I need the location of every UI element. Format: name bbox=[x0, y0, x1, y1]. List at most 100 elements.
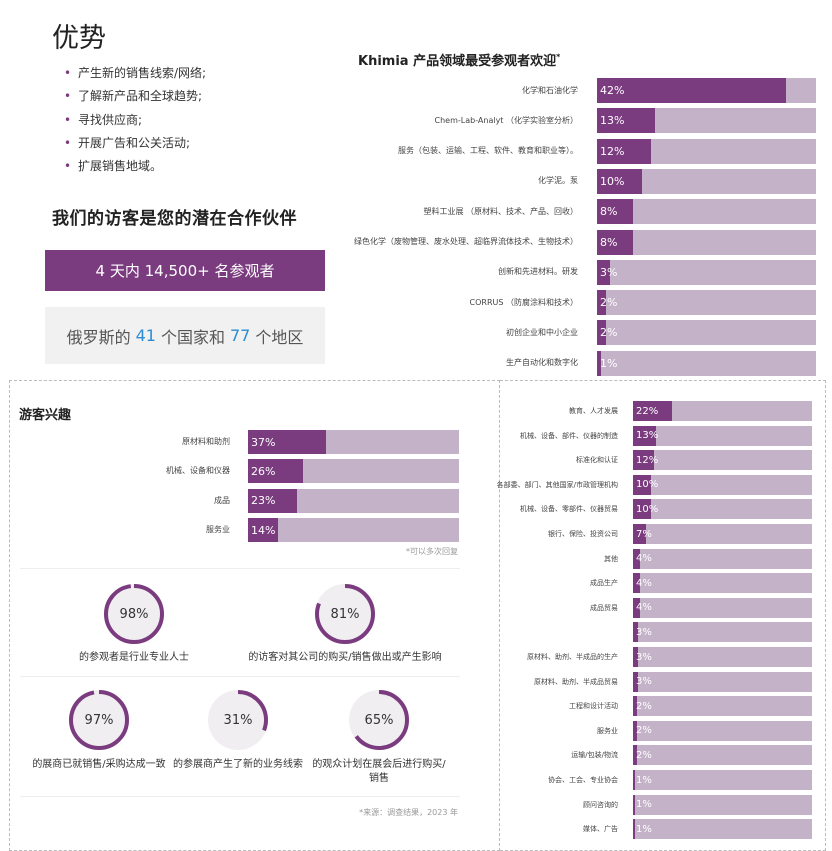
bar-label: 其他 bbox=[604, 554, 618, 563]
countries-number: 41 bbox=[135, 326, 156, 345]
bar-label: 成品生产 bbox=[590, 579, 618, 588]
bar-label: 创新和先进材料。研发 bbox=[498, 267, 578, 277]
bar bbox=[597, 320, 606, 346]
bar-label: 协会、工会、专业协会 bbox=[548, 776, 618, 784]
bar bbox=[597, 290, 606, 316]
bar-track: 3% bbox=[633, 647, 812, 667]
bar-value-label: 2% bbox=[636, 749, 652, 761]
bar-label: 运输/包装/物流 bbox=[571, 751, 618, 760]
bar-track: 12% bbox=[633, 450, 812, 471]
bar-value-label: 7% bbox=[636, 528, 652, 540]
bar bbox=[248, 459, 303, 484]
regions-number: 77 bbox=[230, 326, 251, 345]
bar bbox=[633, 622, 639, 643]
bar bbox=[633, 720, 637, 741]
source-note: *来源：调查结果，2023 年 bbox=[359, 808, 458, 817]
bar-track: 42% bbox=[597, 78, 816, 103]
bar-label: 绿色化学（废物管理、废水处理、超临界流体技术、生物技术） bbox=[354, 237, 578, 246]
bar-value-label: 42% bbox=[600, 84, 625, 97]
donut-background bbox=[315, 584, 375, 644]
bar-label: 机械、设备、零部件、仪器贸易 bbox=[520, 505, 618, 514]
bar-label bbox=[480, 622, 618, 642]
bar-track: 1% bbox=[633, 794, 812, 815]
bar-label: 原材料和助剂 bbox=[182, 437, 230, 446]
bar bbox=[633, 524, 646, 544]
bar-track: 2% bbox=[597, 320, 816, 346]
bar-track: 26% bbox=[248, 459, 459, 484]
bar bbox=[597, 229, 633, 255]
bar-value-label: 1% bbox=[636, 823, 652, 835]
bar-track: 10% bbox=[633, 499, 812, 520]
divider bbox=[20, 676, 460, 677]
donut-chart bbox=[104, 584, 164, 644]
bar-track: 8% bbox=[597, 199, 816, 225]
divider bbox=[20, 796, 460, 797]
bar bbox=[633, 647, 639, 667]
bar-track: 1% bbox=[597, 350, 816, 376]
bar bbox=[248, 488, 297, 513]
bar bbox=[633, 696, 637, 717]
donut-value: 98% bbox=[119, 606, 149, 622]
bar-label: 机械、设备和仪器 bbox=[166, 466, 230, 476]
bar-value-label: 8% bbox=[600, 205, 618, 219]
bar-label: 初创企业和中小企业 bbox=[506, 327, 578, 337]
bar-track: 4% bbox=[633, 597, 812, 618]
list-item: 开展广告和公关活动; bbox=[64, 132, 206, 156]
bar-label: 塑料工业展 （原材料、技术、产品、回收） bbox=[423, 206, 578, 216]
bar bbox=[633, 671, 639, 692]
donut-background bbox=[104, 584, 164, 644]
bar-label: 化学和石油化学 bbox=[522, 85, 578, 95]
bar bbox=[633, 573, 641, 594]
bar-track: 4% bbox=[633, 548, 812, 569]
bar bbox=[597, 350, 602, 376]
bar-track: 37% bbox=[248, 430, 459, 454]
bar-value-label: 13% bbox=[636, 430, 659, 442]
bar bbox=[633, 819, 635, 840]
chart-title-text: Khimia 产品领域最受参观者欢迎 bbox=[358, 54, 557, 69]
bar-value-label: 1% bbox=[636, 774, 652, 786]
donut-chart bbox=[315, 584, 375, 644]
bar-track: 1% bbox=[633, 819, 812, 840]
donut-arc bbox=[104, 584, 164, 644]
bar bbox=[597, 168, 642, 194]
bar-track: 3% bbox=[633, 671, 812, 692]
bar-value-label: 10% bbox=[636, 503, 659, 515]
bar bbox=[597, 108, 656, 134]
bar-label: 媒体、广告 bbox=[583, 825, 618, 834]
donut-value: 97% bbox=[84, 712, 114, 728]
bar-value-label: 12% bbox=[636, 454, 659, 466]
bar-value-label: 22% bbox=[636, 405, 659, 417]
list-item: 寻找供应商; bbox=[64, 109, 206, 133]
bar-label: 各部委、部门、其他国家/市政管理机构 bbox=[496, 480, 618, 489]
bar-label: 工程和设计活动 bbox=[569, 702, 618, 711]
chart-title-visitor-interests: 游客兴趣 bbox=[19, 408, 72, 423]
donut-chart bbox=[208, 690, 268, 750]
bar-label: 服务业 bbox=[206, 525, 230, 535]
bar bbox=[248, 430, 327, 454]
bar-label: 成品贸易 bbox=[590, 603, 618, 612]
chart-title-mark: * bbox=[556, 52, 561, 62]
bar-track: 2% bbox=[633, 720, 812, 741]
bar-value-label: 4% bbox=[636, 577, 652, 589]
list-item: 产生新的销售线索/网络; bbox=[64, 62, 206, 86]
bar-label: 服务（包装、运输、工程、软件、教育和职业等）。 bbox=[398, 146, 578, 156]
bar bbox=[633, 450, 655, 471]
bar bbox=[248, 518, 278, 543]
bar-track: 2% bbox=[597, 290, 816, 316]
bar bbox=[597, 259, 611, 285]
bar-track: 10% bbox=[597, 168, 816, 194]
bar-track: 10% bbox=[633, 474, 812, 495]
bar bbox=[633, 425, 657, 446]
donut-arc bbox=[69, 690, 129, 750]
donut-caption: 的访客对其公司的购买/销售做出或产生影响 bbox=[248, 652, 442, 663]
bar-value-label: 13% bbox=[600, 114, 625, 128]
bar-label: 教育、人才发展 bbox=[569, 407, 618, 415]
bar-value-label: 1% bbox=[636, 799, 652, 811]
bar-value-label: 3% bbox=[636, 676, 652, 688]
bar-value-label: 10% bbox=[600, 174, 625, 188]
bar-value-label: 3% bbox=[636, 626, 652, 638]
donut-caption: 的展商已就销售/采购达成一致 bbox=[32, 759, 166, 770]
bar-value-label: 26% bbox=[251, 464, 276, 478]
donut-chart bbox=[349, 690, 409, 750]
bar-label: 服务业 bbox=[597, 726, 618, 735]
